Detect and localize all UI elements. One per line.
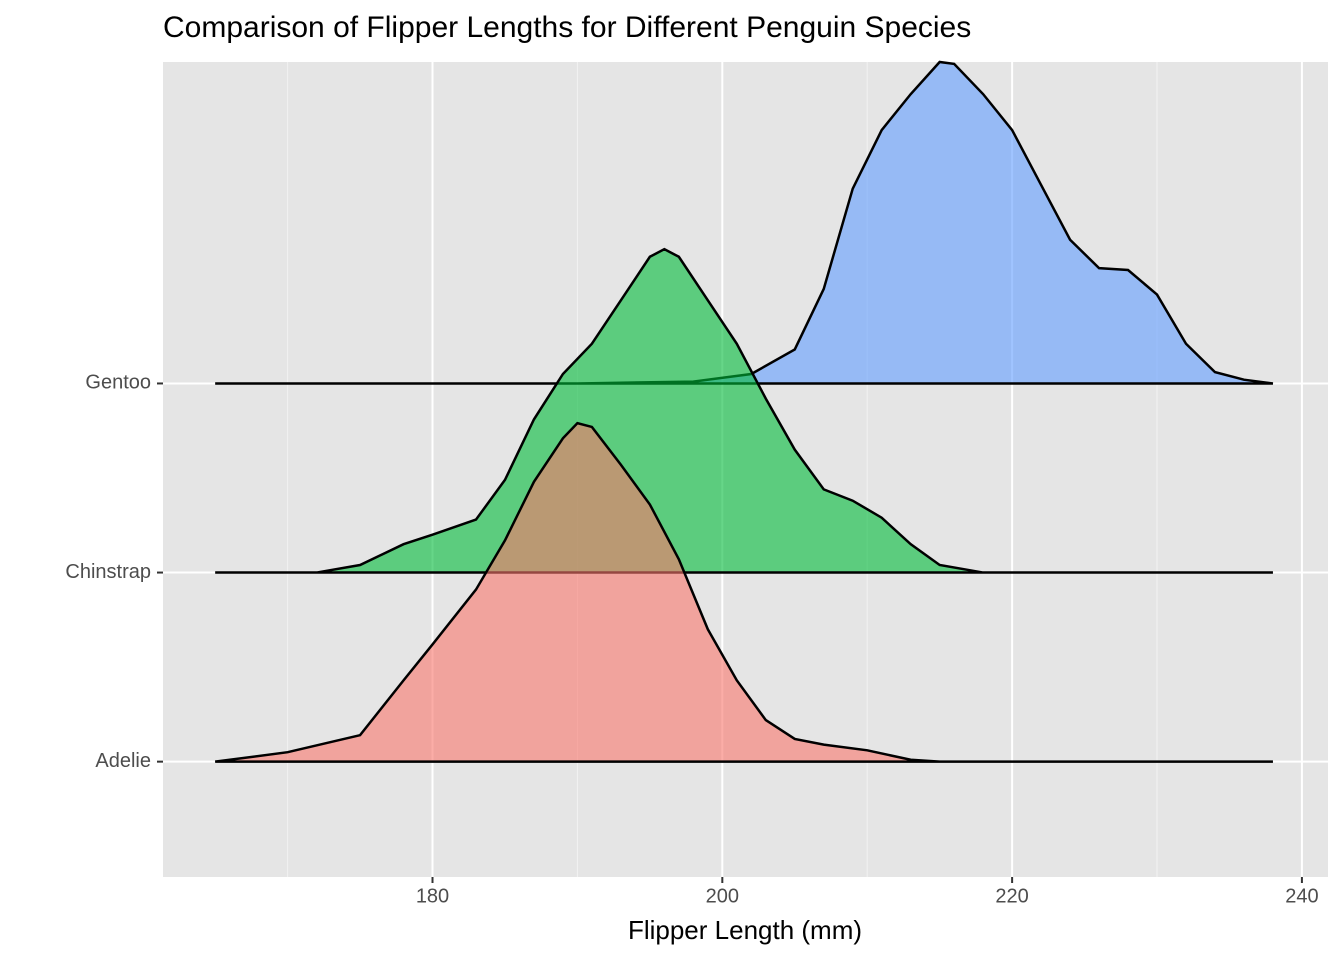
y-tick-label: Gentoo	[85, 372, 151, 394]
x-tick-label: 240	[1285, 885, 1318, 907]
x-tick-label: 200	[706, 885, 739, 907]
x-axis-title: Flipper Length (mm)	[628, 915, 862, 945]
x-tick-label: 180	[416, 885, 449, 907]
y-tick-label: Chinstrap	[65, 561, 151, 583]
ridge	[215, 60, 1274, 385]
chart-title: Comparison of Flipper Lengths for Differ…	[163, 11, 971, 44]
y-tick-label: Adelie	[95, 750, 151, 772]
ridge	[215, 247, 1273, 574]
ridge	[215, 421, 1273, 763]
x-tick-label: 220	[995, 885, 1028, 907]
